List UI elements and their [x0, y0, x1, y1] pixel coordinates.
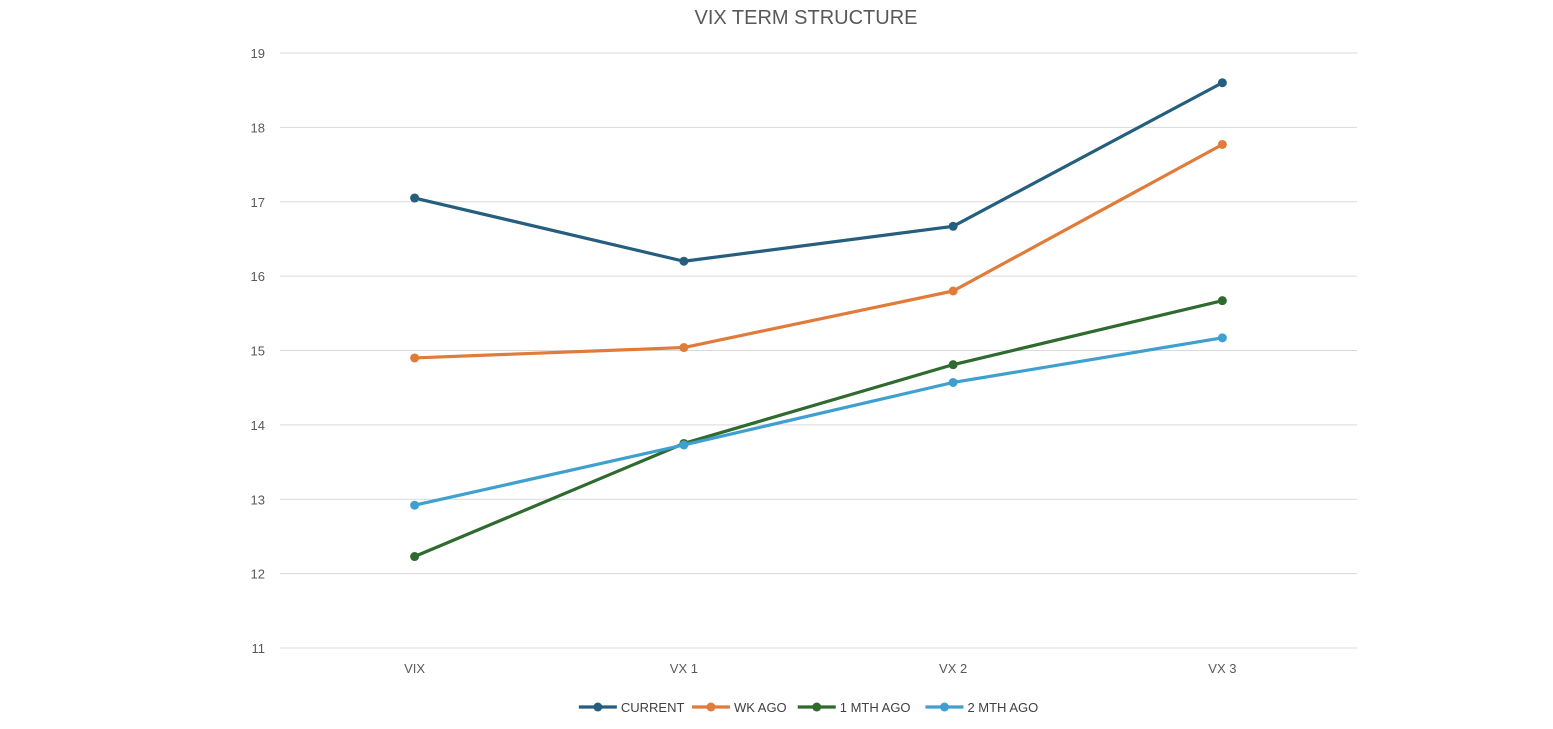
y-tick-label: 11	[252, 641, 266, 656]
y-tick-label: 14	[251, 418, 265, 433]
data-point	[410, 353, 420, 363]
data-point	[948, 286, 958, 296]
chart-title: VIX TERM STRUCTURE	[695, 7, 918, 29]
series-2	[410, 296, 1227, 562]
legend-swatch-marker	[812, 702, 822, 712]
legend-item: WK AGO	[691, 700, 787, 715]
series-0	[410, 78, 1227, 266]
y-tick-label: 17	[251, 195, 265, 210]
data-point	[1217, 333, 1227, 343]
x-tick-label: VX 1	[670, 661, 698, 676]
x-tick-label: VX 2	[939, 661, 967, 676]
gridlines	[280, 52, 1357, 649]
data-point	[410, 552, 420, 562]
data-point	[948, 221, 958, 231]
data-point	[679, 256, 689, 266]
y-tick-label: 18	[251, 120, 265, 135]
data-point	[410, 193, 420, 203]
series-line	[413, 299, 1224, 559]
legend: CURRENT WK AGO 1 MTH AGO 2 MTH AGO	[578, 700, 1038, 715]
y-axis-tick-labels: 11 12 13 14 15 16 17 18 19	[251, 46, 265, 656]
legend-swatch-marker	[593, 702, 603, 712]
y-tick-label: 12	[251, 567, 265, 582]
data-point	[948, 377, 958, 387]
x-tick-label: VX 3	[1208, 661, 1236, 676]
legend-label: 1 MTH AGO	[840, 700, 911, 715]
series-line	[413, 336, 1224, 507]
legend-label: 2 MTH AGO	[967, 700, 1038, 715]
data-point	[1217, 296, 1227, 306]
legend-swatch-marker	[706, 702, 716, 712]
series-line	[413, 81, 1224, 263]
data-point	[1217, 78, 1227, 88]
data-point	[679, 343, 689, 353]
data-point	[679, 440, 689, 450]
y-tick-label: 19	[251, 46, 265, 61]
series-line	[413, 142, 1224, 360]
legend-label: CURRENT	[621, 700, 685, 715]
y-tick-label: 15	[251, 344, 265, 359]
data-point	[410, 500, 420, 510]
series-lines	[410, 78, 1227, 562]
series-3	[410, 333, 1227, 510]
x-tick-label: VIX	[404, 661, 425, 676]
y-tick-label: 16	[251, 269, 265, 284]
legend-swatch-marker	[939, 702, 949, 712]
y-tick-label: 13	[251, 492, 265, 507]
legend-item: 1 MTH AGO	[797, 700, 911, 715]
data-point	[1217, 139, 1227, 149]
x-axis-tick-labels: VIX VX 1 VX 2 VX 3	[404, 661, 1236, 676]
data-point	[948, 360, 958, 370]
legend-item: CURRENT	[578, 700, 685, 715]
series-1	[410, 139, 1227, 363]
legend-label: WK AGO	[734, 700, 787, 715]
legend-item: 2 MTH AGO	[925, 700, 1038, 715]
